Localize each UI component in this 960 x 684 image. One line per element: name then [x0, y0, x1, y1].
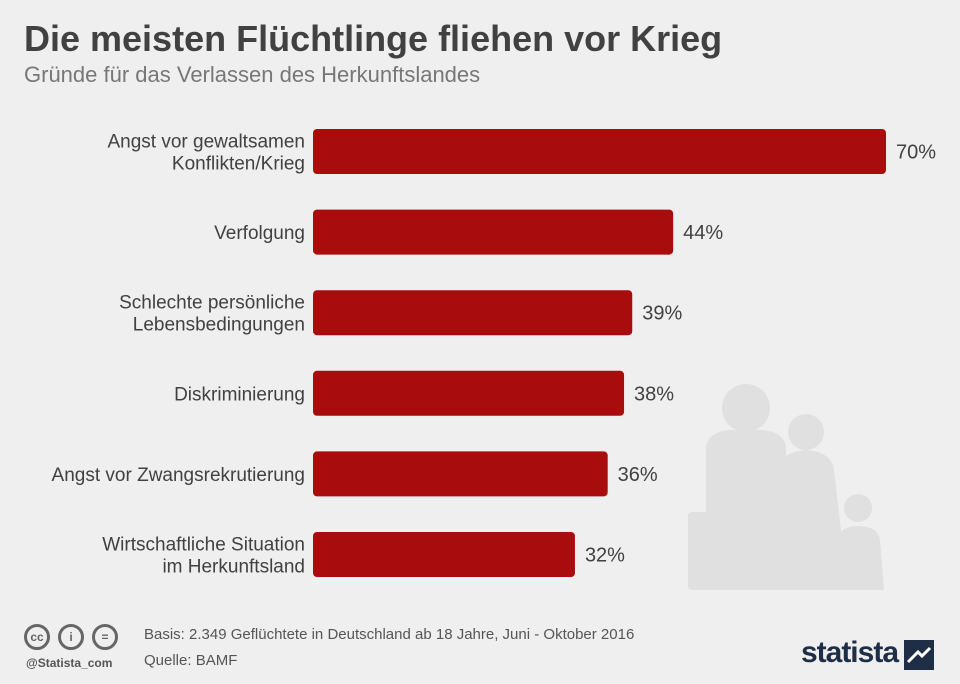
bar-4 — [313, 451, 608, 497]
category-label-5-0: Wirtschaftliche Situation — [102, 535, 305, 556]
value-label-4: 36% — [618, 464, 658, 486]
license-icons: cc i = — [24, 622, 124, 656]
category-label-2-0: Schlechte persönliche — [119, 293, 305, 314]
bar-0 — [313, 129, 886, 174]
basis-note: Basis: 2.349 Geflüchtete in Deutschland … — [144, 626, 635, 643]
statista-logo[interactable]: statista — [800, 636, 899, 669]
value-label-3: 38% — [634, 383, 674, 405]
bar-chart: 70% Angst vor gewaltsamenKonflikten/Krieg… — [52, 129, 936, 590]
category-label-5-1: im Herkunftsland — [162, 557, 305, 578]
value-label-2: 39% — [642, 303, 682, 325]
category-label-0-1: Konflikten/Krieg — [172, 154, 305, 175]
bar-2 — [313, 290, 633, 336]
chart-title: Die meisten Flüchtlinge fliehen vor Krie… — [24, 18, 723, 59]
family-silhouette-icon — [688, 384, 884, 590]
source-note: Quelle: BAMF — [144, 652, 238, 669]
no-derivatives-icon: = — [92, 624, 118, 650]
category-label-3-0: Diskriminierung — [174, 384, 305, 405]
category-label-1-0: Verfolgung — [214, 223, 305, 244]
attribution-icon: i — [58, 624, 84, 650]
bar-5 — [313, 532, 575, 577]
category-label-0-0: Angst vor gewaltsamen — [108, 132, 306, 153]
cc-icon: cc — [24, 624, 50, 650]
category-label-4-0: Angst vor Zwangsrekrutierung — [52, 465, 305, 486]
bar-1 — [313, 209, 674, 255]
category-label-2-1: Lebensbedingungen — [133, 315, 305, 336]
bar-3 — [313, 370, 625, 416]
chart-subtitle: Gründe für das Verlassen des Herkunftsla… — [24, 62, 481, 87]
statista-logo-icon — [904, 640, 934, 670]
social-handle[interactable]: @Statista_com — [26, 656, 113, 670]
value-label-0: 70% — [896, 142, 936, 164]
value-label-1: 44% — [683, 222, 723, 244]
value-label-5: 32% — [585, 545, 625, 567]
